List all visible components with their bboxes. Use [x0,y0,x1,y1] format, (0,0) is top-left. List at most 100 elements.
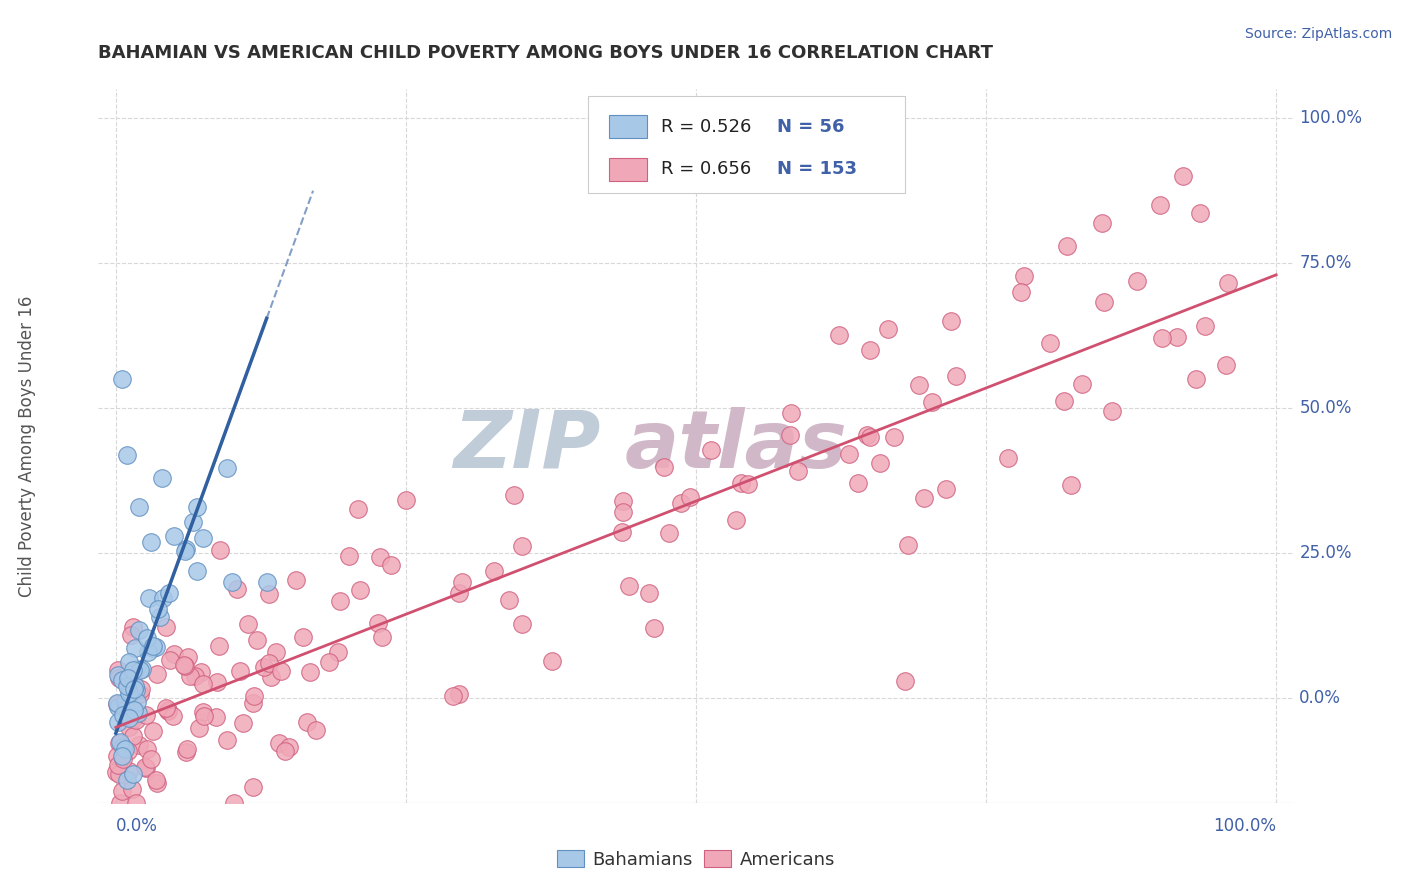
Point [156,704,179,718]
Point [111,740,134,755]
Point [1173,169,1195,184]
Text: Source: ZipAtlas.com: Source: ZipAtlas.com [1244,27,1392,41]
Point [145,640,167,654]
Point [243,689,266,703]
Point [846,475,869,490]
Point [859,430,882,444]
Point [225,582,247,597]
Point [142,724,165,739]
Point [257,587,280,601]
Point [876,322,898,336]
Point [111,784,134,798]
Point [941,314,963,328]
Point [155,701,177,715]
Point [204,710,226,724]
Point [114,702,136,716]
Text: 50.0%: 50.0% [1299,400,1351,417]
Point [1101,404,1123,418]
Text: R = 0.656: R = 0.656 [661,161,752,178]
Point [1070,376,1092,391]
Point [1126,274,1149,288]
Point [114,741,136,756]
Point [367,616,389,631]
Point [1053,394,1076,409]
Point [449,688,471,702]
FancyBboxPatch shape [609,115,647,138]
Point [115,679,138,693]
Point [380,558,402,572]
Point [894,673,917,688]
Point [612,493,634,508]
Point [149,609,172,624]
Text: 100.0%: 100.0% [1213,817,1277,835]
Point [150,471,173,485]
Point [176,741,198,756]
Text: R = 0.526: R = 0.526 [661,118,752,136]
Point [124,666,146,681]
Point [787,464,810,478]
Point [1059,478,1081,492]
Text: Child Poverty Among Boys Under 16: Child Poverty Among Boys Under 16 [18,295,35,597]
Point [285,573,308,587]
Point [111,372,134,386]
Point [242,696,264,710]
Point [117,772,139,787]
Point [155,620,177,634]
Point [174,541,197,556]
Point [997,450,1019,465]
Point [921,395,943,409]
Point [208,639,231,653]
Point [441,689,464,703]
Point [128,500,150,514]
Point [105,749,128,764]
Point [122,681,145,696]
Point [142,641,165,656]
Point [270,664,292,678]
Point [273,744,295,758]
Point [118,711,141,725]
Point [191,531,214,545]
Point [190,665,212,679]
Text: N = 56: N = 56 [778,118,845,136]
Point [124,640,146,655]
Point [617,579,640,593]
Point [482,564,505,578]
Point [135,707,157,722]
Point [129,663,152,677]
Point [269,736,291,750]
Point [246,632,269,647]
Point [121,675,143,690]
Text: BAHAMIAN VS AMERICAN CHILD POVERTY AMONG BOYS UNDER 16 CORRELATION CHART: BAHAMIAN VS AMERICAN CHILD POVERTY AMONG… [98,45,994,62]
Point [159,653,181,667]
Point [652,460,675,475]
Point [264,645,287,659]
Point [191,706,214,720]
Point [209,543,232,558]
Point [108,735,131,749]
Point [124,796,146,810]
Point [257,656,280,670]
Point [1166,330,1188,344]
Point [118,685,141,699]
Point [347,501,370,516]
Text: 75.0%: 75.0% [1299,254,1351,272]
Point [1092,295,1115,310]
Point [541,654,564,668]
Point [118,764,141,778]
Point [1185,372,1208,386]
Point [193,708,215,723]
Point [256,575,278,590]
Point [908,377,931,392]
Point [512,539,534,553]
Point [107,757,129,772]
Text: ZIP: ZIP [453,407,600,485]
Point [138,591,160,606]
Point [318,655,340,669]
Point [186,564,208,578]
Point [173,658,195,673]
Point [1091,216,1114,230]
Point [669,495,692,509]
Point [679,490,702,504]
Point [779,428,801,442]
Point [124,679,146,693]
